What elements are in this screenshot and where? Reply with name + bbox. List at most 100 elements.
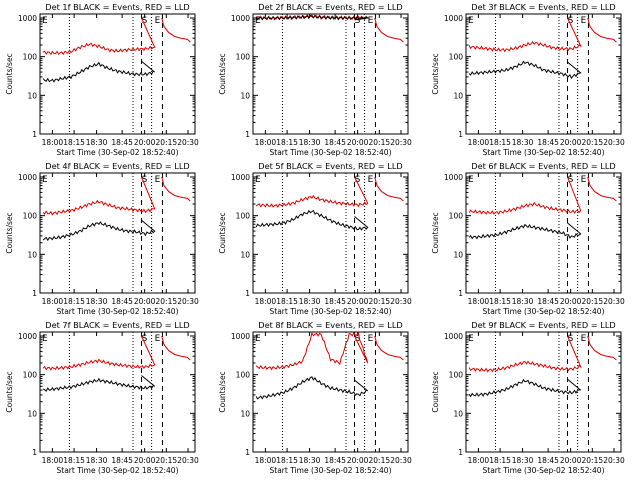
x-axis-label: Start Time (30-Sep-02 18:52:40) <box>483 148 605 157</box>
x-tick-label: 18:15 <box>276 138 298 147</box>
lld-series-line <box>42 335 156 371</box>
y-tick-label: 10 <box>453 409 463 418</box>
x-tick-label: 20:00 <box>560 456 582 465</box>
lld-series-line <box>42 176 156 216</box>
x-tick-label: 18:00 <box>468 138 490 147</box>
y-tick-label: 1000 <box>444 332 463 341</box>
marker-e-end: E <box>368 334 374 344</box>
plot-frame <box>39 13 196 135</box>
events-series-line <box>255 376 369 400</box>
plot-frame <box>465 331 622 453</box>
x-tick-label: 18:15 <box>489 297 511 306</box>
x-tick-label: 20:00 <box>347 456 369 465</box>
x-tick-label: 18:00 <box>42 138 64 147</box>
x-tick-label: 20:30 <box>390 297 412 306</box>
marker-e-start: E <box>468 16 474 26</box>
marker-e-start: E <box>255 175 261 185</box>
x-axis-label: Start Time (30-Sep-02 18:52:40) <box>57 148 179 157</box>
panel-title: Det 3f BLACK = Events, RED = LLD <box>471 2 615 12</box>
y-tick-label: 1 <box>32 289 37 298</box>
y-axis-label: Counts/sec <box>431 371 440 412</box>
events-series-line <box>468 378 582 398</box>
x-tick-label: 20:00 <box>134 138 156 147</box>
x-tick-label: 20:15 <box>369 138 391 147</box>
x-tick-label: 20:00 <box>347 138 369 147</box>
marker-s: S <box>142 16 148 26</box>
y-axis-label: Counts/sec <box>431 212 440 253</box>
x-tick-label: 20:00 <box>560 297 582 306</box>
y-tick-label: 100 <box>449 53 464 62</box>
plot-frame <box>465 13 622 135</box>
plot-frame <box>252 13 409 135</box>
chart-panel-3: Det 3f BLACK = Events, RED = LLD 1 10 100 10… <box>431 2 625 157</box>
x-tick-label: 18:30 <box>299 138 321 147</box>
x-tick-label: 20:30 <box>603 138 625 147</box>
events-series-line <box>468 222 582 240</box>
x-tick-label: 20:30 <box>390 138 412 147</box>
x-tick-label: 20:00 <box>347 297 369 306</box>
y-axis-label: Counts/sec <box>5 371 14 412</box>
marker-e-end: E <box>581 334 587 344</box>
y-tick-label: 100 <box>23 212 38 221</box>
marker-s: S <box>568 16 574 26</box>
x-axis-label: Start Time (30-Sep-02 18:52:40) <box>483 466 605 475</box>
x-tick-label: 20:15 <box>369 297 391 306</box>
lld-tail-line <box>587 17 617 43</box>
y-tick-label: 10 <box>453 250 463 259</box>
marker-s: S <box>568 175 574 185</box>
panel-title: Det 9f BLACK = Events, RED = LLD <box>471 320 615 330</box>
x-axis-label: Start Time (30-Sep-02 18:52:40) <box>270 307 392 316</box>
marker-e-end: E <box>368 175 374 185</box>
y-axis-label: Counts/sec <box>5 212 14 253</box>
x-tick-label: 20:15 <box>582 297 604 306</box>
chart-panel-6: Det 6f BLACK = Events, RED = LLD 1 10 100 10… <box>431 161 625 316</box>
events-series-line <box>42 375 156 392</box>
marker-s: S <box>355 16 361 26</box>
x-tick-label: 18:45 <box>537 456 559 465</box>
y-tick-label: 1000 <box>231 332 250 341</box>
x-tick-label: 18:30 <box>512 297 534 306</box>
x-tick-label: 20:30 <box>603 297 625 306</box>
y-tick-label: 1 <box>245 448 250 457</box>
x-tick-label: 18:15 <box>63 138 85 147</box>
marker-e-start: E <box>42 334 48 344</box>
lld-series-line <box>468 176 582 215</box>
marker-e-end: E <box>155 175 161 185</box>
panel-title: Det 4f BLACK = Events, RED = LLD <box>45 161 189 171</box>
marker-s: S <box>142 175 148 185</box>
x-axis-label: Start Time (30-Sep-02 18:52:40) <box>270 148 392 157</box>
x-tick-label: 18:45 <box>324 456 346 465</box>
y-tick-label: 1 <box>245 130 250 139</box>
marker-s: S <box>355 175 361 185</box>
lld-series-line <box>255 176 369 208</box>
x-tick-label: 18:00 <box>468 297 490 306</box>
y-tick-label: 1 <box>32 130 37 139</box>
panel-title: Det 8f BLACK = Events, RED = LLD <box>258 320 402 330</box>
marker-e-start: E <box>468 175 474 185</box>
y-axis-label: Counts/sec <box>218 212 227 253</box>
y-tick-label: 1 <box>245 289 250 298</box>
y-axis-label: Counts/sec <box>218 371 227 412</box>
x-tick-label: 20:00 <box>560 138 582 147</box>
y-tick-label: 10 <box>27 91 37 100</box>
chart-panel-4: Det 4f BLACK = Events, RED = LLD 1 10 100 10… <box>5 161 199 316</box>
lld-tail-line <box>161 176 191 202</box>
lld-tail-line <box>587 176 617 202</box>
marker-e-start: E <box>42 175 48 185</box>
y-tick-label: 10 <box>240 409 250 418</box>
marker-e-end: E <box>368 16 374 26</box>
x-tick-label: 18:30 <box>86 297 108 306</box>
panel-title: Det 2f BLACK = Events, RED = LLD <box>258 2 402 12</box>
lld-tail-line <box>374 176 404 202</box>
y-tick-label: 1 <box>458 448 463 457</box>
y-tick-label: 100 <box>23 53 38 62</box>
x-tick-label: 18:15 <box>276 297 298 306</box>
events-series-line <box>468 60 582 80</box>
y-tick-label: 10 <box>453 91 463 100</box>
marker-e-start: E <box>255 16 261 26</box>
x-tick-label: 20:15 <box>156 138 178 147</box>
x-tick-label: 18:45 <box>537 138 559 147</box>
x-tick-label: 18:00 <box>255 297 277 306</box>
y-tick-label: 100 <box>236 371 251 380</box>
x-tick-label: 18:45 <box>537 297 559 306</box>
